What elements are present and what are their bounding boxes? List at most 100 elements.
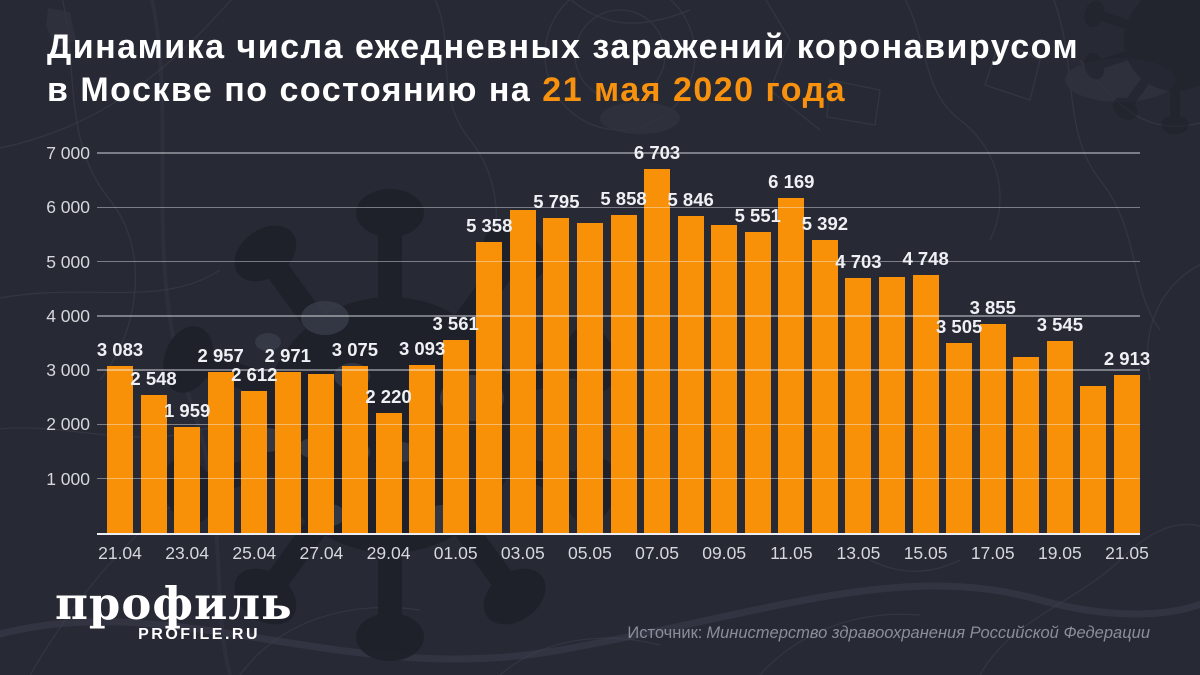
x-tick-label-23.04: 23.04 xyxy=(165,543,210,563)
x-tick-label-27.04: 27.04 xyxy=(299,543,344,563)
profile-logo: профиль PROFILE.RU xyxy=(55,577,293,644)
value-label-02.05: 5 358 xyxy=(466,215,513,237)
bar-28.04 xyxy=(341,366,368,533)
bar-05.05 xyxy=(576,222,603,533)
gridline-7000 xyxy=(97,152,1140,154)
value-label-01.05: 3 561 xyxy=(432,312,479,334)
source-label: Источник: xyxy=(627,624,703,642)
bar-08.05 xyxy=(677,215,704,533)
y-tick-label-3000: 3 000 xyxy=(46,360,90,381)
bar-25.04 xyxy=(241,391,268,533)
bar-04.05 xyxy=(543,218,570,533)
bar-29.04 xyxy=(375,412,402,533)
gridline-6000 xyxy=(97,206,1140,209)
value-label-06.05: 5 858 xyxy=(600,188,647,209)
gridline-3000 xyxy=(97,369,1140,371)
bar-07.05 xyxy=(644,169,671,533)
x-tick-label-21.04: 21.04 xyxy=(98,543,142,563)
x-tick-label-19.05: 19.05 xyxy=(1037,543,1082,563)
x-tick-label-11.05: 11.05 xyxy=(770,543,813,563)
bar-26.04 xyxy=(274,371,301,533)
bar-03.05 xyxy=(509,210,536,533)
value-label-21.05: 2 913 xyxy=(1103,347,1151,369)
plot-area: 3 083 2 548 1 959 2 957 2 612 2 971 3 075 2 220… xyxy=(97,142,1150,563)
bar-18.05 xyxy=(1013,357,1040,533)
value-label-16.05: 3 505 xyxy=(936,315,983,337)
y-tick-label-5000: 5 000 xyxy=(46,251,90,272)
value-label-11.05: 6 169 xyxy=(768,171,815,193)
bar-09.05 xyxy=(711,225,738,533)
value-label-24.04: 2 957 xyxy=(197,345,244,367)
value-label-15.05: 4 748 xyxy=(902,248,949,270)
bar-24.04 xyxy=(207,372,234,533)
bar-23.04 xyxy=(174,426,201,533)
bar-01.05 xyxy=(442,339,469,533)
value-label-08.05: 5 846 xyxy=(667,188,714,210)
bar-22.04 xyxy=(140,394,167,533)
value-label-19.05: 3 545 xyxy=(1036,313,1084,335)
y-tick-label-6000: 6 000 xyxy=(46,197,90,218)
x-tick-label-09.05: 09.05 xyxy=(702,543,747,563)
logo-domain: PROFILE.RU xyxy=(138,626,260,643)
bar-21.05 xyxy=(1114,374,1140,533)
page-title: Динамика числа ежедневных заражений коро… xyxy=(47,26,1079,112)
value-label-10.05: 5 551 xyxy=(734,204,781,226)
bar-02.05 xyxy=(476,242,503,533)
value-label-22.04: 2 548 xyxy=(130,367,177,389)
bar-11.05 xyxy=(778,198,805,533)
y-tick-label-4000: 4 000 xyxy=(46,305,90,326)
gridline-4000 xyxy=(97,315,1140,317)
value-label-23.04: 1 959 xyxy=(163,399,211,421)
x-tick-label-21.05: 21.05 xyxy=(1105,543,1149,563)
value-label-12.05: 5 392 xyxy=(801,213,849,235)
title-line-1: Динамика числа ежедневных заражений коро… xyxy=(47,28,1080,66)
value-label-04.05: 5 795 xyxy=(533,191,580,213)
x-tick-label-07.05: 07.05 xyxy=(635,543,679,563)
x-tick-label-03.05: 03.05 xyxy=(500,543,545,563)
bar-20.05 xyxy=(1080,386,1107,533)
bar-15.05 xyxy=(912,275,939,533)
value-label-07.05: 6 703 xyxy=(633,142,681,164)
x-tick-label-13.05: 13.05 xyxy=(836,543,881,563)
bar-14.05 xyxy=(879,277,906,533)
x-tick-label-05.05: 05.05 xyxy=(568,543,612,563)
x-tick-label-15.05: 15.05 xyxy=(903,543,948,563)
bar-27.04 xyxy=(308,374,335,533)
bar-12.05 xyxy=(811,240,838,533)
bar-17.05 xyxy=(979,323,1006,533)
gridline-1000 xyxy=(97,477,1140,480)
value-label-17.05: 3 855 xyxy=(969,296,1016,318)
bar-10.05 xyxy=(744,231,771,533)
title-date-highlight: 21 мая 2020 года xyxy=(542,71,847,109)
value-label-30.04: 3 093 xyxy=(398,338,446,360)
bar-13.05 xyxy=(845,277,872,533)
bar-06.05 xyxy=(610,215,637,533)
x-tick-label-25.04: 25.04 xyxy=(232,543,277,563)
value-label-25.04: 2 612 xyxy=(231,364,278,386)
source-value: Министерство здравоохранения Российской … xyxy=(706,624,1150,642)
value-label-13.05: 4 703 xyxy=(835,250,882,272)
value-label-21.04: 3 083 xyxy=(96,338,144,360)
x-tick-label-01.05: 01.05 xyxy=(433,543,478,563)
value-label-29.04: 2 220 xyxy=(365,385,412,407)
y-axis: 1 000 2 000 3 000 4 000 5 000 6 000 7 000 xyxy=(0,143,92,533)
value-label-26.04: 2 971 xyxy=(264,344,311,366)
source-attribution: Источник: Министерство здравоохранения Ро… xyxy=(627,624,1150,643)
y-tick-label-7000: 7 000 xyxy=(46,143,90,163)
title-line-2-text: в Москве по состоянию на xyxy=(47,71,543,109)
gridline-5000 xyxy=(97,260,1140,263)
y-tick-label-2000: 2 000 xyxy=(46,414,90,435)
title-line-2: в Москве по состоянию на 21 мая 2020 год… xyxy=(47,69,1079,112)
y-tick-label-1000: 1 000 xyxy=(46,468,90,489)
bar-21.04 xyxy=(107,365,133,533)
x-tick-label-29.04: 29.04 xyxy=(366,543,411,563)
gridline-2000 xyxy=(97,423,1140,426)
bar-19.05 xyxy=(1046,340,1073,533)
bar-30.04 xyxy=(409,365,436,533)
bar-16.05 xyxy=(946,342,973,533)
coronavirus-silhouette-small xyxy=(1081,0,1200,135)
x-tick-label-17.05: 17.05 xyxy=(970,543,1015,563)
logo-wordmark: профиль xyxy=(55,577,293,630)
value-label-28.04: 3 075 xyxy=(331,339,379,361)
